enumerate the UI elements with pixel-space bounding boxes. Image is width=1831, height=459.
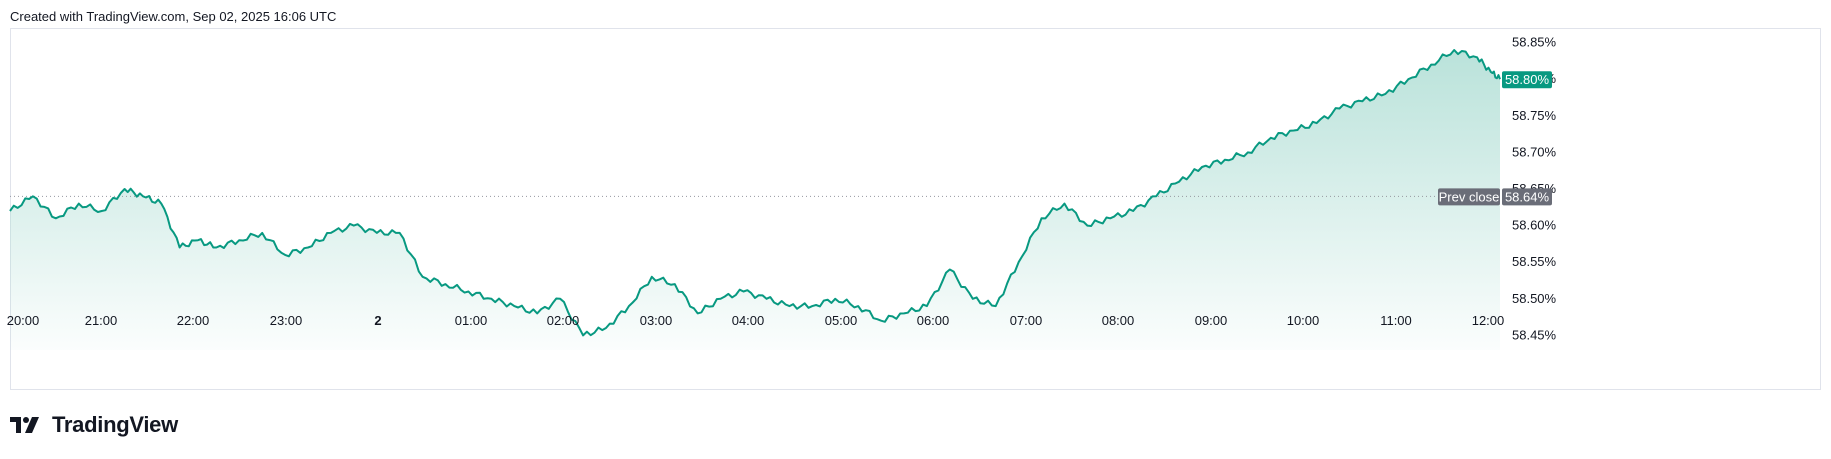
x-tick-label: 04:00 xyxy=(732,313,765,328)
x-tick-label: 22:00 xyxy=(177,313,210,328)
x-tick-label: 09:00 xyxy=(1195,313,1228,328)
y-tick-label: 58.60% xyxy=(1512,218,1557,233)
x-tick-label: 02:00 xyxy=(547,313,580,328)
price-area-fill xyxy=(10,50,1500,350)
x-tick-label: 07:00 xyxy=(1010,313,1043,328)
last-value-tag xyxy=(1502,71,1552,89)
brand-name: TradingView xyxy=(52,412,178,437)
prev-close-label: Prev close xyxy=(1439,189,1500,204)
tradingview-logo-icon xyxy=(10,417,39,433)
y-tick-label: 58.45% xyxy=(1512,327,1557,342)
x-tick-label: 01:00 xyxy=(455,313,488,328)
x-tick-label: 06:00 xyxy=(917,313,950,328)
prev-close-tag xyxy=(1438,188,1500,206)
y-tick-label: 58.50% xyxy=(1512,291,1557,306)
x-tick-label: 05:00 xyxy=(825,313,858,328)
x-tick-label: 08:00 xyxy=(1102,313,1135,328)
prev-close-value-label: 58.64% xyxy=(1505,189,1550,204)
x-tick-label: 21:00 xyxy=(85,313,118,328)
y-tick-label: 58.85% xyxy=(1512,35,1557,50)
x-tick-label: 23:00 xyxy=(270,313,303,328)
y-tick-label: 58.55% xyxy=(1512,254,1557,269)
price-chart[interactable]: 58.45%58.50%58.55%58.60%58.65%58.70%58.7… xyxy=(0,0,1831,400)
x-tick-label: 12:00 xyxy=(1472,313,1505,328)
x-tick-label: 2 xyxy=(374,313,381,328)
x-tick-label: 03:00 xyxy=(640,313,673,328)
x-tick-label: 11:00 xyxy=(1380,313,1412,328)
last-value-label: 58.80% xyxy=(1505,72,1550,87)
chart-created-caption: Created with TradingView.com, Sep 02, 20… xyxy=(10,9,337,24)
price-line xyxy=(9,49,1501,337)
x-tick-label: 10:00 xyxy=(1287,313,1320,328)
prev-close-value-tag xyxy=(1502,188,1552,206)
x-tick-label: 20:00 xyxy=(7,313,40,328)
y-tick-label: 58.75% xyxy=(1512,108,1557,123)
footer-branding[interactable]: TradingView xyxy=(10,412,178,438)
y-tick-label: 58.70% xyxy=(1512,144,1557,159)
